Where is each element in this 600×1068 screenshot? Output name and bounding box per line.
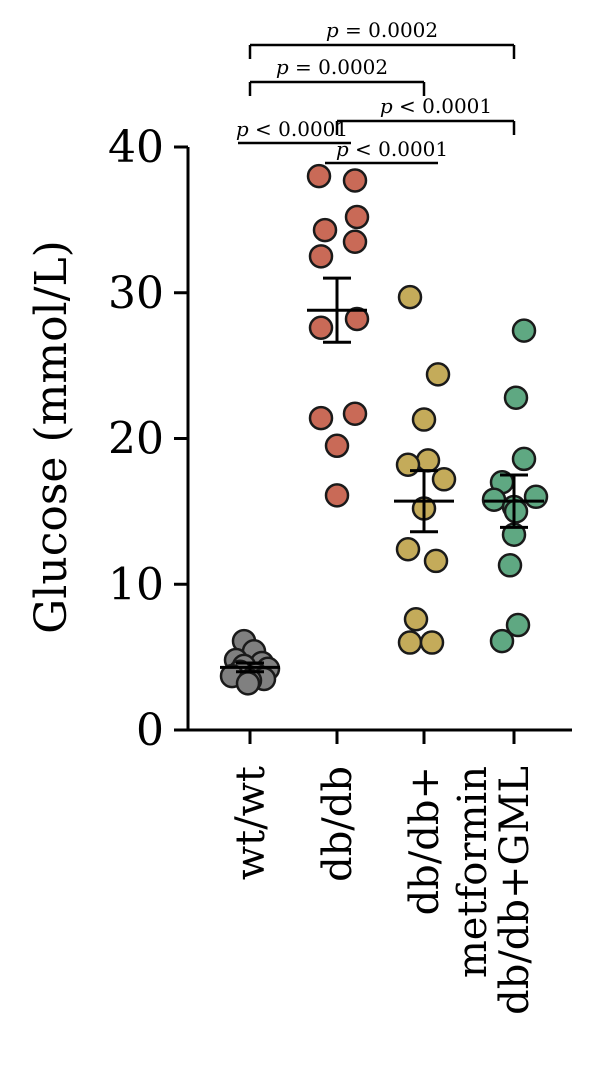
data-point [312,217,338,243]
data-point [324,483,350,508]
data-point [308,405,334,431]
x-category-label: db/db+GML [492,766,538,1015]
data-point [306,163,332,189]
data-point [411,407,437,432]
data-point [415,448,441,473]
significance-label: p = 0.0002 [326,18,438,42]
data-point [344,306,370,332]
data-point [342,401,368,426]
data-point [503,385,529,410]
data-point [431,467,457,492]
data-point [235,671,261,696]
data-point [342,168,368,193]
data-point [425,362,451,387]
x-category-label: wt/wt [228,766,274,880]
y-axis: 0 10 20 30 40 [108,122,572,756]
data-point [489,628,515,654]
significance-bracket: p = 0.0002 [248,55,426,96]
data-point [344,204,370,230]
data-point [503,499,529,524]
data-points [219,163,549,696]
data-point [395,452,421,477]
significance-bracket: p = 0.0002 [248,18,516,59]
x-category-label: db/db [315,766,361,882]
y-tick-label: 0 [136,705,164,756]
significance-bracket: p < 0.0001 [325,137,448,165]
x-category-label: metformin [450,766,496,978]
data-point [403,606,429,632]
data-point [497,553,523,578]
data-point [342,229,368,254]
mean-sem-bars [220,276,544,674]
data-point [511,446,537,472]
y-tick-label: 20 [108,414,164,465]
data-point [324,433,350,459]
data-point [397,284,423,310]
significance-bracket: p < 0.0001 [236,117,351,145]
significance-label: p < 0.0001 [336,137,448,161]
data-point [523,484,549,510]
data-point [397,630,423,655]
y-tick-label: 10 [108,559,164,610]
y-tick-label: 40 [108,122,164,173]
significance-label: p = 0.0002 [276,55,388,79]
data-point [511,318,537,343]
x-category-label: db/db+ [402,766,448,915]
data-point [308,315,334,340]
data-point [419,630,445,655]
data-point [423,548,449,574]
significance-bracket: p < 0.0001 [335,94,516,135]
data-point [395,537,421,562]
significance-label: p < 0.0001 [236,117,348,141]
y-tick-label: 30 [108,268,164,319]
data-point [505,612,531,638]
y-axis-title: Glucose (mmol/L) [26,240,77,634]
significance-label: p < 0.0001 [380,94,492,118]
data-point [308,244,334,269]
